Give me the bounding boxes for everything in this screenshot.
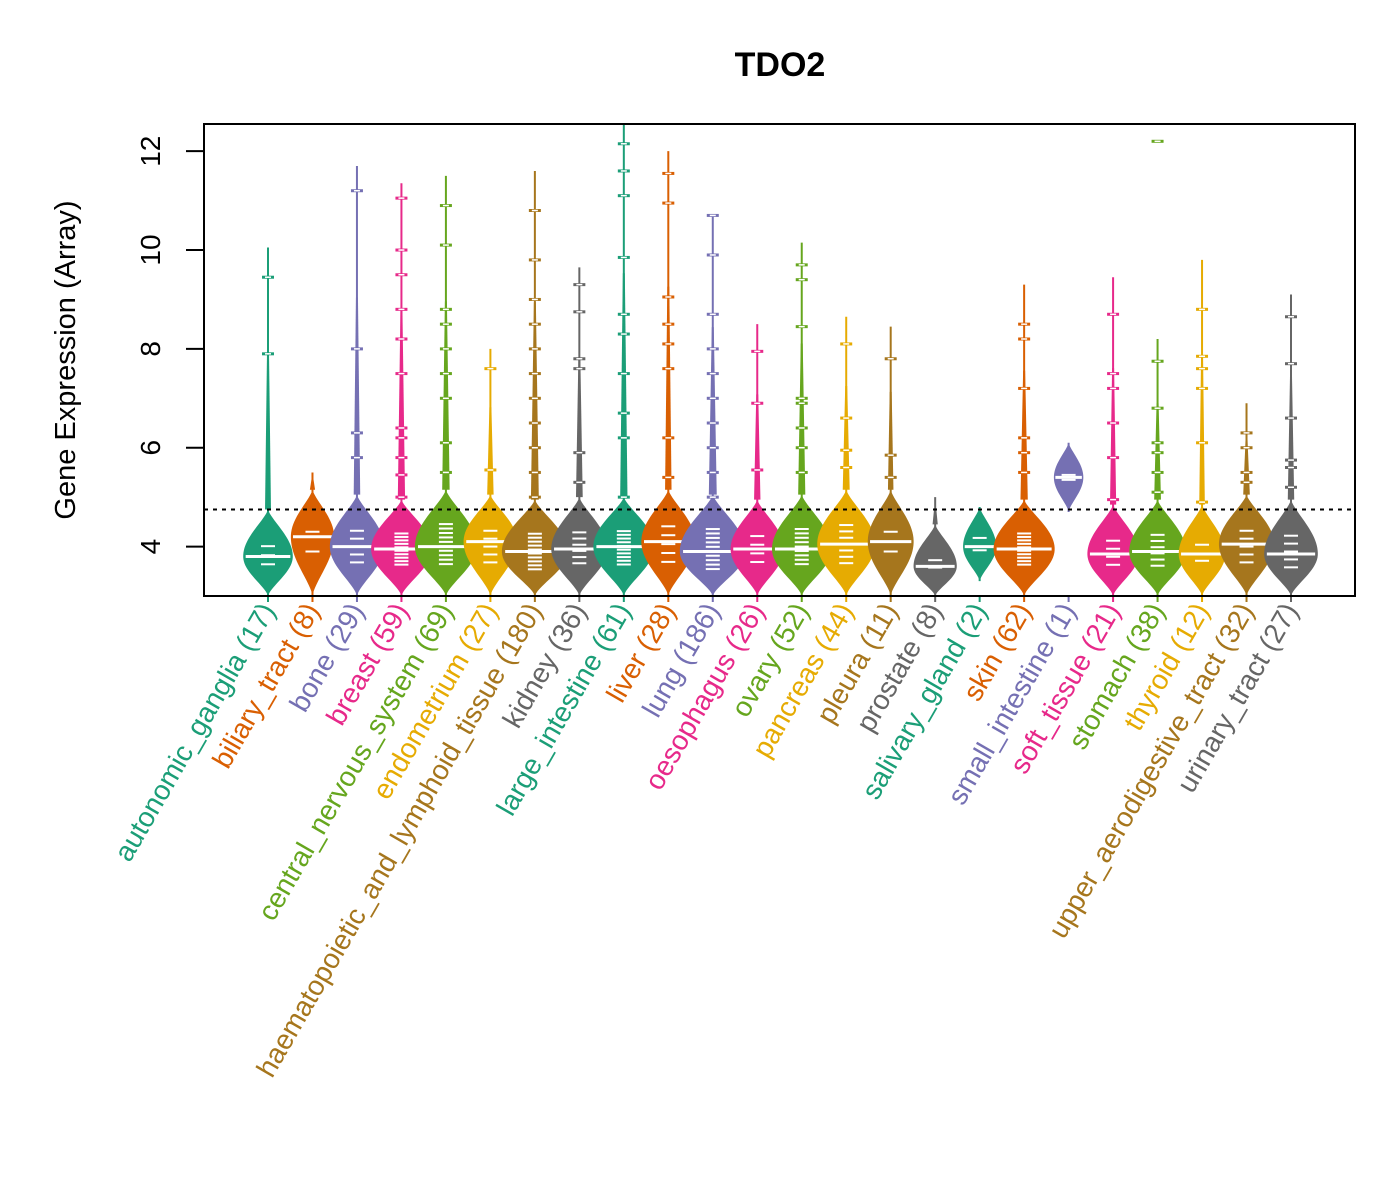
violin-lung <box>679 213 746 602</box>
violin-stomach <box>1129 139 1186 602</box>
violin-tail <box>353 297 361 495</box>
violin-tail <box>487 407 494 495</box>
violin-small-intestine <box>1053 442 1084 602</box>
violin-central-nervous-system <box>414 175 477 602</box>
y-axis: 4 6 8 10 12 <box>135 136 205 555</box>
chart-title: TDO2 <box>735 46 826 84</box>
violin-tail <box>708 327 717 495</box>
violin-thyroid <box>1178 259 1226 602</box>
violin-breast <box>371 183 432 602</box>
violin-tail <box>620 273 628 498</box>
violin-large-intestine <box>593 124 655 602</box>
violin-salivary-gland <box>963 507 997 602</box>
plot-frame <box>203 123 1356 597</box>
violins-layer <box>243 124 1318 602</box>
violin-body <box>501 499 568 596</box>
violin-urinary-tract <box>1264 294 1318 602</box>
violin-body <box>1087 504 1139 596</box>
violin-body <box>463 494 518 596</box>
violin-body <box>772 494 832 596</box>
violin-haematopoietic-and-lymphoid-tissue <box>501 170 568 602</box>
violin-tail <box>754 394 761 500</box>
violin-tail <box>798 343 806 495</box>
violin-tail <box>442 301 450 490</box>
y-tick-label: 10 <box>135 234 166 265</box>
violin-tail <box>575 359 583 498</box>
violin-endometrium <box>463 348 518 602</box>
y-axis-label: Gene Expression (Array) <box>50 200 82 519</box>
violin-tail <box>1020 370 1028 500</box>
x-axis-labels: autonomic_ganglia (17)biliary_tract (8)b… <box>108 598 1304 1083</box>
violin-tail <box>665 286 672 490</box>
violin-tail <box>397 309 406 500</box>
violin-autonomic-ganglia <box>243 247 293 602</box>
violin-body <box>963 507 997 582</box>
violin-tail <box>265 352 271 510</box>
violin-pleura <box>867 326 914 602</box>
violin-tail <box>530 302 539 500</box>
violin-tail <box>1109 368 1117 505</box>
violin-tail <box>842 385 850 490</box>
violin-body <box>243 509 293 596</box>
violin-upper-aerodigestive-tract <box>1218 403 1275 602</box>
violin-skin <box>993 284 1055 602</box>
violin-tail <box>932 508 938 525</box>
violin-kidney <box>551 267 608 602</box>
violin-body <box>290 489 335 596</box>
violin-pancreas <box>817 316 876 602</box>
y-tick-label: 4 <box>135 539 166 555</box>
violin-tail <box>1199 357 1205 505</box>
violin-tail <box>309 479 316 490</box>
y-tick-label: 6 <box>135 440 166 456</box>
violin-liver <box>641 151 696 602</box>
violin-tail <box>887 391 894 490</box>
violin-body <box>679 494 746 596</box>
y-tick-label: 8 <box>135 341 166 357</box>
violin-ovary <box>772 242 832 602</box>
violin-soft-tissue <box>1087 277 1139 602</box>
violin-tail <box>1287 376 1295 500</box>
violin-body <box>1178 504 1226 596</box>
violin-body <box>1264 499 1318 596</box>
y-tick-label: 12 <box>135 136 166 167</box>
violin-body <box>551 497 608 596</box>
violin-biliary-tract <box>290 472 335 602</box>
violin-prostate <box>913 497 957 602</box>
